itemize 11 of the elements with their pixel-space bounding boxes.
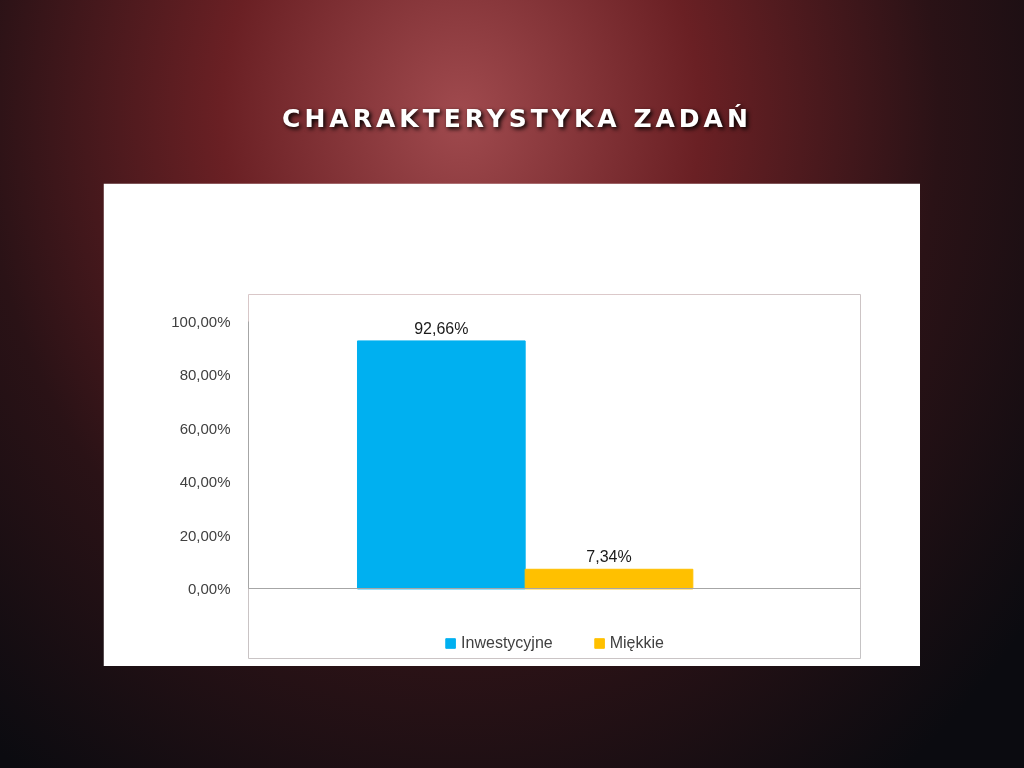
- y-tick-label: 80,00%: [179, 366, 231, 384]
- data-label: 7,34%: [586, 548, 632, 566]
- legend-label: Miękkie: [609, 634, 664, 652]
- data-label: 92,66%: [414, 319, 469, 337]
- y-tick-label: 100,00%: [171, 312, 231, 330]
- y-tick-label: 20,00%: [179, 526, 231, 544]
- y-tick-label: 40,00%: [179, 473, 231, 491]
- chart-title: CHARAKTERYSTYKA ZADAŃ: [282, 103, 752, 135]
- legend-label: Inwestycyjne: [461, 634, 553, 652]
- y-tick-label: 0,00%: [187, 580, 231, 598]
- y-tick-label: 60,00%: [179, 419, 231, 437]
